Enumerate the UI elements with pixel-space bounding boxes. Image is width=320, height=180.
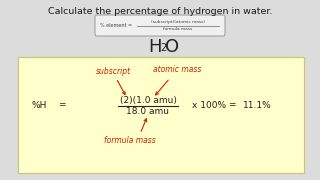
Text: % element =: % element = bbox=[100, 23, 132, 28]
Text: atomic mass: atomic mass bbox=[153, 65, 201, 74]
Text: =: = bbox=[228, 100, 236, 109]
FancyBboxPatch shape bbox=[18, 57, 304, 173]
Text: 18.0 amu: 18.0 amu bbox=[126, 107, 170, 116]
Text: %H: %H bbox=[32, 100, 47, 109]
Text: formula mass: formula mass bbox=[164, 26, 193, 30]
Text: H: H bbox=[148, 38, 162, 56]
Text: subscript: subscript bbox=[95, 67, 131, 76]
Text: O: O bbox=[165, 38, 179, 56]
Text: x 100%: x 100% bbox=[192, 100, 226, 109]
FancyBboxPatch shape bbox=[95, 15, 225, 36]
Text: =: = bbox=[58, 100, 66, 109]
Text: 2: 2 bbox=[160, 43, 166, 53]
Text: 11.1%: 11.1% bbox=[243, 100, 272, 109]
Text: (subscript)(atomic mass): (subscript)(atomic mass) bbox=[151, 21, 205, 24]
Text: formula mass: formula mass bbox=[104, 136, 156, 145]
Text: Calculate the percentage of hydrogen in water.: Calculate the percentage of hydrogen in … bbox=[48, 7, 272, 16]
Text: (2)(1.0 amu): (2)(1.0 amu) bbox=[120, 96, 176, 105]
